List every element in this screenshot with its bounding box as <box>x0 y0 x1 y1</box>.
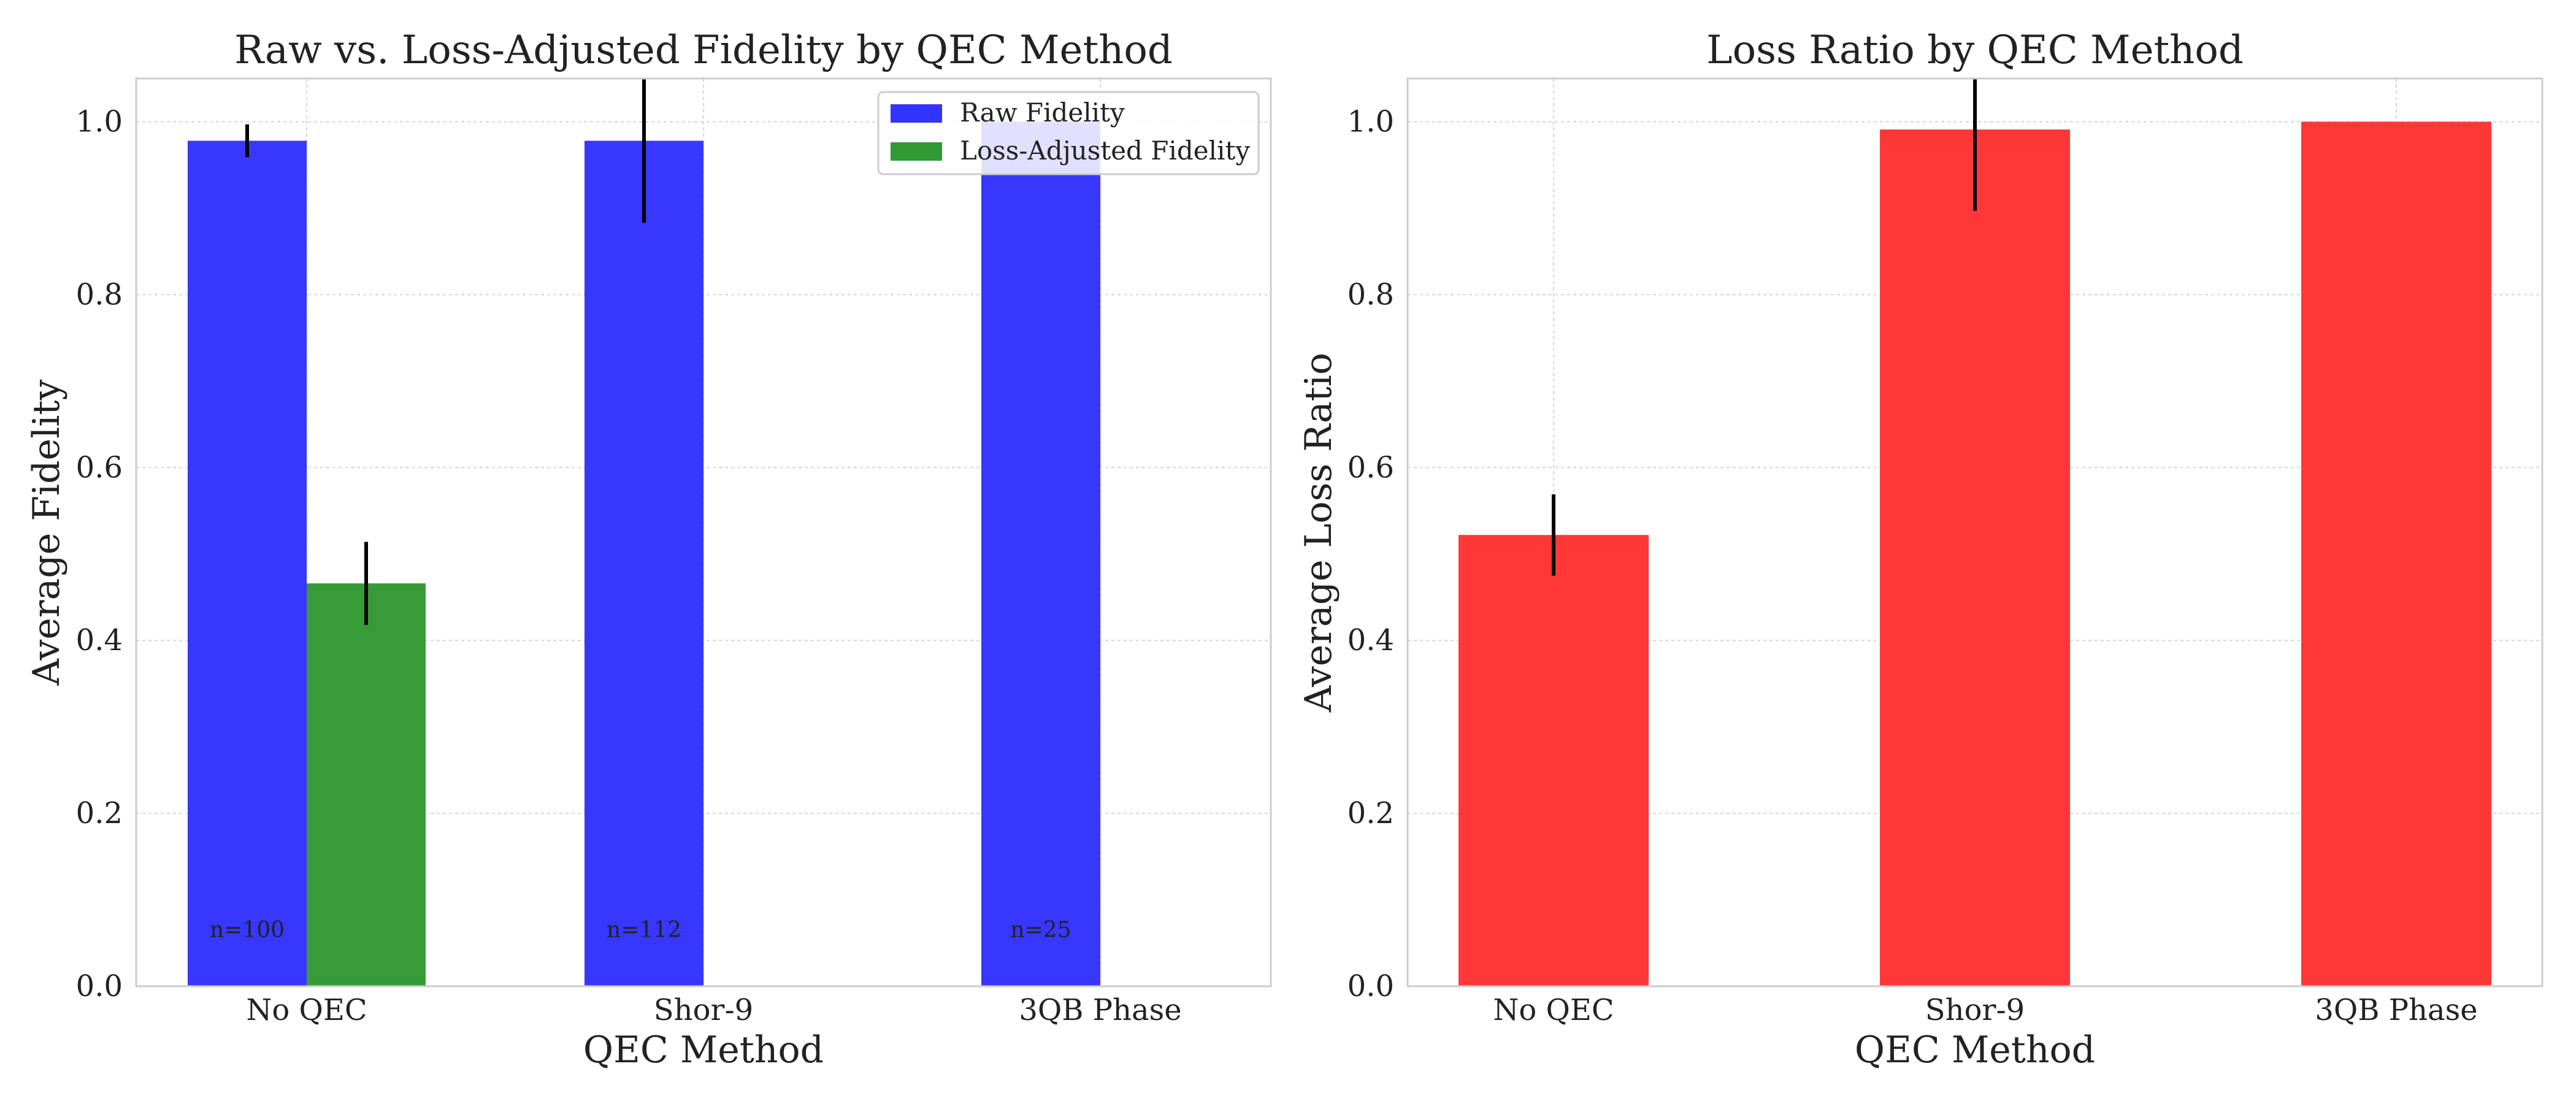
legend: Raw Fidelity Loss-Adjusted Fidelity <box>877 91 1260 175</box>
y-tick-label: 0.6 <box>1347 450 1394 485</box>
bar-loss-adjusted-fidelity-no-qec <box>307 583 426 986</box>
y-tick-labels: 0.0 0.2 0.4 0.6 0.8 1.0 <box>76 104 123 1003</box>
chart-title: Raw vs. Loss-Adjusted Fidelity by QEC Me… <box>234 28 1173 73</box>
x-tick-label: Shor-9 <box>654 993 753 1027</box>
bar-raw-fidelity-shor-9 <box>585 140 703 986</box>
x-tick-label: 3QB Phase <box>1019 993 1181 1027</box>
x-tick-label: 3QB Phase <box>2315 993 2477 1027</box>
y-axis-label: Average Fidelity <box>25 379 68 686</box>
y-tick-label: 0.8 <box>1347 277 1394 312</box>
y-tick-label: 1.0 <box>1347 104 1394 139</box>
error-bars <box>245 79 646 625</box>
y-tick-label: 0.4 <box>1347 623 1394 657</box>
bar-raw-fidelity-no-qec <box>188 140 307 986</box>
error-bars <box>1552 79 1977 576</box>
y-tick-label: 0.4 <box>76 623 123 657</box>
x-tick-label: No QEC <box>246 993 367 1027</box>
legend-swatch-loss-adjusted <box>891 142 942 161</box>
sample-size-label: n=25 <box>1010 918 1071 943</box>
x-tick-labels: No QEC Shor-9 3QB Phase <box>246 993 1181 1027</box>
loss-ratio-chart: Loss Ratio by QEC Method 0.0 0.2 0.4 0.6 0.8… <box>1297 28 2543 1071</box>
bar-series-3qb-phase <box>2301 121 2491 986</box>
y-tick-label: 0.2 <box>76 796 123 830</box>
legend-label-loss-adjusted: Loss-Adjusted Fidelity <box>960 136 1250 166</box>
bars <box>188 121 1100 986</box>
legend-label-raw: Raw Fidelity <box>960 98 1125 128</box>
sample-size-label: n=100 <box>210 918 285 943</box>
x-tick-label: Shor-9 <box>1925 993 2025 1027</box>
y-tick-label: 0.0 <box>76 969 123 1003</box>
y-tick-labels: 0.0 0.2 0.4 0.6 0.8 1.0 <box>1347 104 1394 1003</box>
bar-series-no-qec <box>1459 535 1649 986</box>
plot-frame <box>1406 77 2543 987</box>
fidelity-chart: Raw vs. Loss-Adjusted Fidelity by QEC Me… <box>25 28 1272 1071</box>
legend-swatch-raw <box>891 104 942 123</box>
y-tick-label: 0.2 <box>1347 796 1394 830</box>
sample-size-label: n=112 <box>607 918 681 943</box>
bar-series-shor-9 <box>1880 129 2070 987</box>
legend-box <box>877 91 1260 175</box>
chart-title: Loss Ratio by QEC Method <box>1706 28 2244 73</box>
x-tick-label: No QEC <box>1493 993 1614 1027</box>
y-axis-label: Average Loss Ratio <box>1297 353 1340 713</box>
plot-frame <box>135 77 1272 987</box>
y-tick-label: 1.0 <box>76 104 123 139</box>
y-tick-label: 0.6 <box>76 450 123 485</box>
annotations: n=100 n=112 n=25 <box>210 918 1071 943</box>
x-axis-label: QEC Method <box>583 1029 824 1071</box>
y-tick-label: 0.8 <box>76 277 123 312</box>
x-axis-label: QEC Method <box>1855 1029 2095 1071</box>
x-tick-labels: No QEC Shor-9 3QB Phase <box>1493 993 2477 1027</box>
y-tick-label: 0.0 <box>1347 969 1394 1003</box>
bar-raw-fidelity-3qb-phase <box>981 121 1100 986</box>
bars <box>1459 121 2491 987</box>
